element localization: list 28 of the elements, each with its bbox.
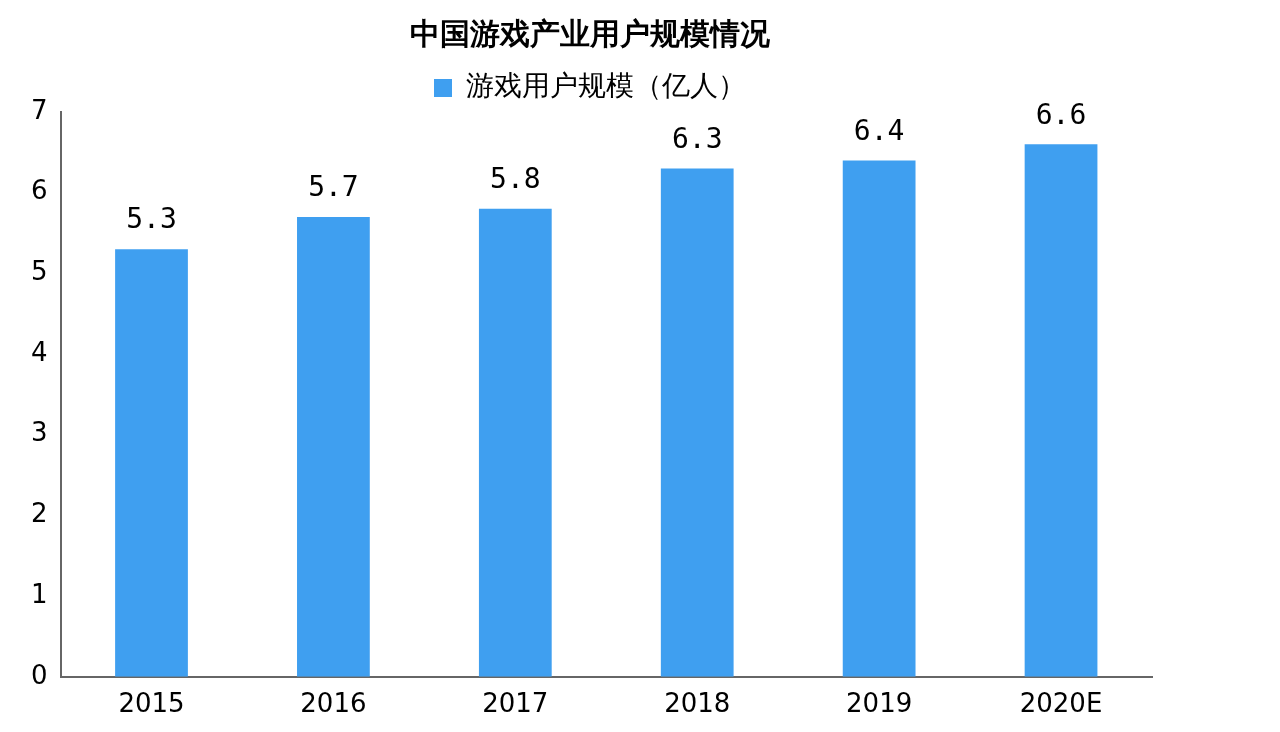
x-tick-label: 2020E <box>1019 688 1103 719</box>
y-tick-label: 0 <box>31 659 48 690</box>
legend-label: 游戏用户规模（亿人） <box>466 69 746 103</box>
x-tick-label: 2017 <box>482 688 549 719</box>
data-label: 5.7 <box>308 170 359 204</box>
x-tick-label: 2016 <box>300 688 367 719</box>
bar <box>842 160 916 677</box>
y-tick-label: 6 <box>31 175 48 206</box>
data-label: 6.3 <box>671 121 723 155</box>
data-label: 6.6 <box>1035 97 1087 131</box>
y-tick-label: 1 <box>31 578 48 609</box>
data-label: 5.3 <box>126 202 177 236</box>
chart-title: 中国游戏产业用户规模情况 <box>410 15 771 51</box>
bar <box>297 216 370 677</box>
y-tick-label: 4 <box>31 336 48 367</box>
bar <box>115 249 188 677</box>
x-tick-label: 2015 <box>118 688 185 719</box>
x-tick-label: 2018 <box>664 688 731 719</box>
x-tick-label: 2019 <box>846 688 913 719</box>
y-tick-label: 3 <box>31 417 48 448</box>
data-label: 6.4 <box>853 113 905 147</box>
y-tick-label: 7 <box>31 94 48 125</box>
data-label: 5.8 <box>490 162 541 196</box>
bar <box>660 168 734 677</box>
y-tick-label: 5 <box>31 256 48 287</box>
bar <box>1024 144 1098 677</box>
bar <box>478 208 552 677</box>
y-tick-label: 2 <box>31 498 48 529</box>
